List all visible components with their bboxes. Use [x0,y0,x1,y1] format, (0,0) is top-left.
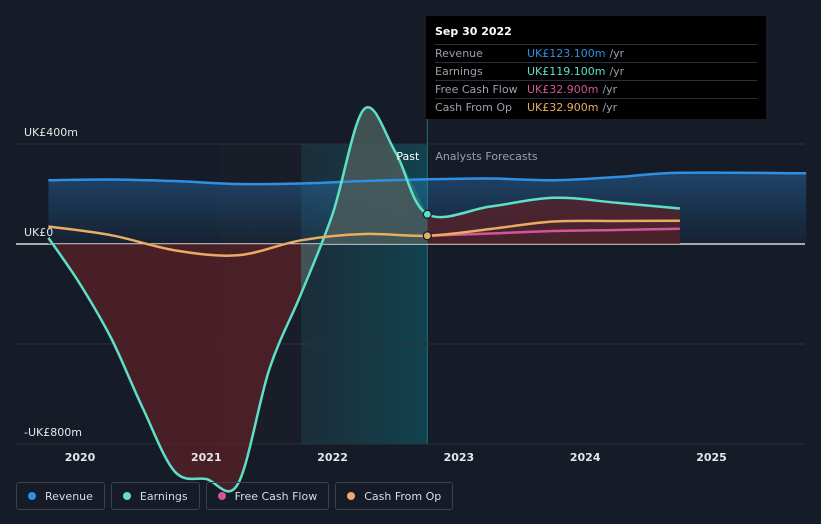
y-axis-label: UK£400m [24,126,78,139]
x-axis-tick-label: 2024 [570,451,601,464]
tooltip-row-value: UK£119.100m [527,65,606,78]
tooltip-row-value: UK£32.900m [527,83,599,96]
x-axis-tick-label: 2022 [317,451,348,464]
cash-from-op-line [48,219,680,257]
tooltip-row-label: Free Cash Flow [435,83,518,96]
legend-item-label: Cash From Op [364,489,442,503]
tooltip-row-unit: /yr [602,101,618,114]
free-cash-flow-line [427,227,680,238]
x-axis-tick-label: 2025 [696,451,727,464]
tooltip-row-value: UK£123.100m [527,47,606,60]
x-axis-tick-label: 2020 [65,451,96,464]
y-axis-label: UK£0 [24,226,53,239]
legend-item-free-cash-flow[interactable]: Free Cash Flow [205,482,330,510]
x-axis-tick-label: 2021 [191,451,222,464]
tooltip-row: Earnings UK£119.100m/yr [435,62,757,80]
past-label: Past [396,150,420,163]
tooltip-row-label: Earnings [435,65,483,78]
legend-dot-icon [347,492,356,500]
tooltip-row-unit: /yr [602,83,618,96]
y-axis-label: -UK£800m [24,426,82,439]
legend-item-label: Earnings [139,489,188,503]
revenue-line [48,171,807,186]
tooltip-panel: Sep 30 2022 Revenue UK£123.100m/yr Earning… [426,16,766,119]
legend-dot-icon [28,492,36,500]
tooltip-row-unit: /yr [609,47,625,60]
legend-item-label: Revenue [45,489,93,503]
tooltip-row-label: Cash From Op [435,101,513,114]
forecast-label: Analysts Forecasts [435,150,538,163]
legend-item-cash-from-op[interactable]: Cash From Op [335,482,454,510]
legend: Revenue Earnings Free Cash Flow Cash From O… [16,482,454,510]
tooltip-row-value: UK£32.900m [527,101,599,114]
tooltip-row-label: Revenue [435,47,483,60]
earnings-marker [422,209,432,219]
x-axis-tick-label: 2023 [444,451,475,464]
legend-item-earnings[interactable]: Earnings [110,482,200,510]
cash-from-op-marker [422,231,432,241]
tooltip-row: Revenue UK£123.100m/yr [435,44,757,62]
earnings-line [47,105,681,493]
tooltip-row: Free Cash Flow UK£32.900m/yr [435,80,757,98]
legend-dot-icon [122,492,131,500]
earnings-negative-area [48,107,680,492]
legend-item-revenue[interactable]: Revenue [16,482,105,510]
legend-item-label: Free Cash Flow [234,489,318,503]
tooltip-row: Cash From Op UK£32.900m/yr [435,98,757,116]
legend-dot-icon [217,492,226,500]
tooltip-row-unit: /yr [609,65,625,78]
tooltip-date: Sep 30 2022 [435,25,512,38]
